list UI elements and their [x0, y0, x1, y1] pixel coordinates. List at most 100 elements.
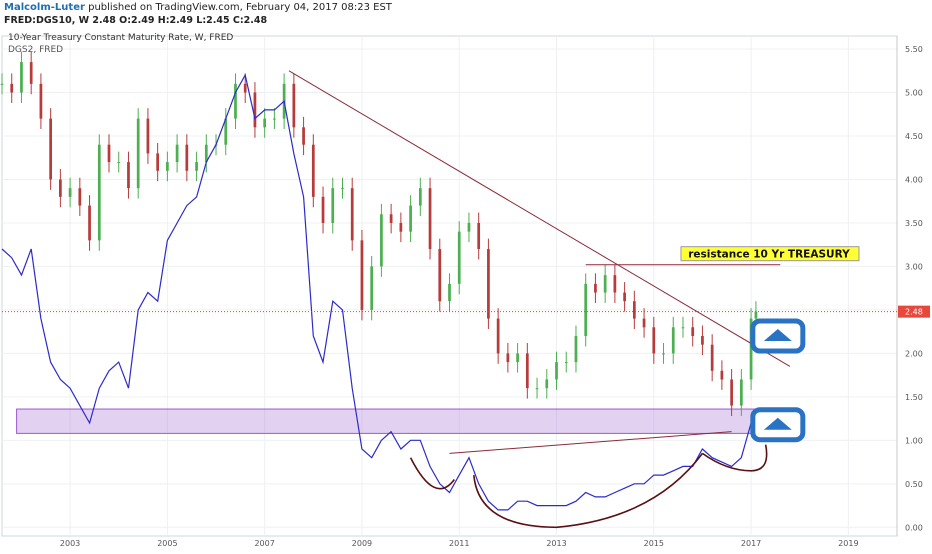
- dgs10-candle: [739, 379, 743, 406]
- dgs10-candle: [662, 353, 665, 355]
- y-tick-label: 1.50: [905, 393, 923, 402]
- dgs10-candle: [302, 127, 305, 145]
- dgs10-candle: [535, 388, 539, 390]
- dgs10-candle: [253, 92, 257, 128]
- y-tick-label: 1.00: [905, 436, 923, 445]
- x-tick-label: 2019: [838, 539, 858, 548]
- last-price-tag: [898, 305, 930, 318]
- x-tick-label: 2017: [741, 539, 761, 548]
- trendline-2yr: [449, 431, 732, 454]
- dgs10-candle: [204, 144, 208, 163]
- up-arrow-icon: [763, 329, 792, 341]
- chart-subtitle: DGS2, FRED: [8, 45, 64, 55]
- dgs10-candle: [380, 214, 383, 267]
- dgs2-line: [1, 73, 757, 511]
- dgs10-candle: [399, 222, 403, 232]
- dgs10-candle: [20, 62, 23, 93]
- dgs10-candle: [555, 362, 558, 380]
- cup-bracket-right: [701, 444, 768, 472]
- dgs10-candle: [749, 318, 753, 380]
- dgs10-candle: [594, 283, 597, 293]
- x-tick-label: 2013: [546, 539, 566, 548]
- dgs10-candle: [224, 118, 228, 145]
- dgs10-candle: [428, 188, 432, 250]
- dgs10-candle: [477, 222, 481, 250]
- y-tick-label: 3.00: [905, 262, 923, 271]
- publish-line: Malcolm-Luter published on TradingView.c…: [4, 2, 392, 13]
- dgs10-candle: [710, 344, 714, 371]
- x-tick-label: 2007: [254, 539, 274, 548]
- dgs10-candle: [613, 275, 617, 293]
- dgs10-candle: [127, 162, 130, 189]
- dgs10-candle: [88, 205, 91, 241]
- cup-bracket-main: [473, 452, 704, 529]
- dgs10-candle: [623, 292, 626, 302]
- dgs10-candle: [671, 327, 675, 354]
- dgs10-candle: [603, 275, 607, 293]
- dgs10-candle: [754, 311, 758, 319]
- y-tick-label: 5.00: [905, 89, 923, 98]
- dgs10-candle: [370, 266, 374, 310]
- dgs10-candle: [0, 83, 4, 85]
- dgs10-candle: [525, 353, 529, 389]
- dgs10-candle: [438, 249, 442, 302]
- dgs10-candle: [720, 370, 724, 380]
- x-tick-label: 2011: [449, 539, 469, 548]
- dgs10-candle: [506, 353, 510, 363]
- dgs10-candle: [263, 118, 267, 128]
- dgs10-candle: [166, 162, 169, 171]
- dgs10-candle: [681, 327, 685, 329]
- y-tick-label: 3.50: [905, 219, 923, 228]
- dgs10-candle: [584, 283, 588, 336]
- dgs10-candle: [117, 162, 121, 164]
- up-arrow-icon: [763, 417, 792, 430]
- dgs10-candle: [691, 327, 695, 336]
- chart-area[interactable]: 5.505.004.504.003.503.002.502.001.501.00…: [0, 28, 932, 550]
- dgs10-candle: [496, 318, 500, 354]
- dgs10-candle: [10, 83, 14, 93]
- dgs10-candle: [97, 144, 101, 241]
- dgs10-candle: [68, 188, 72, 197]
- y-tick-label: 4.50: [905, 132, 923, 141]
- last-price-label: 2.48: [905, 308, 923, 317]
- y-tick-label: 5.50: [905, 45, 923, 54]
- dgs10-candle: [234, 83, 237, 119]
- dgs10-candle: [273, 118, 276, 120]
- dgs10-candle: [516, 353, 519, 363]
- dgs10-candle: [642, 318, 646, 328]
- dgs10-candle: [360, 240, 364, 310]
- y-tick-label: 4.00: [905, 175, 923, 184]
- x-tick-label: 2015: [644, 539, 664, 548]
- dgs10-candle: [243, 83, 247, 93]
- dgs10-candle: [175, 144, 179, 163]
- dgs10-candle: [341, 188, 344, 190]
- chart-svg[interactable]: 5.505.004.504.003.503.002.502.001.501.00…: [0, 28, 932, 550]
- dgs10-candle: [457, 231, 461, 284]
- dgs10-candle: [59, 179, 62, 197]
- dgs10-candle: [418, 188, 422, 206]
- ohlc-readout: FRED:DGS10, W 2.48 O:2.49 H:2.49 L:2.45 …: [4, 15, 268, 26]
- dgs10-candle: [292, 83, 296, 128]
- dgs10-candle: [311, 144, 315, 197]
- x-tick-label: 2003: [60, 539, 80, 548]
- dgs10-candle: [78, 188, 82, 206]
- dgs10-candle: [487, 249, 490, 319]
- dgs10-candle: [652, 327, 656, 354]
- dgs10-candle: [29, 62, 33, 84]
- x-tick-label: 2005: [157, 539, 177, 548]
- trendline-10yr: [288, 70, 791, 367]
- x-tick-label: 2009: [352, 539, 372, 548]
- dgs10-candle: [49, 118, 53, 180]
- dgs10-candle: [730, 379, 733, 406]
- dgs10-candle: [39, 83, 43, 119]
- author-link[interactable]: Malcolm-Luter: [4, 2, 85, 13]
- dgs10-candle: [331, 188, 335, 223]
- dgs10-candle: [389, 214, 393, 223]
- y-tick-label: 2.00: [905, 349, 923, 358]
- dgs10-candle: [350, 188, 354, 241]
- dgs10-candle: [321, 196, 325, 223]
- y-tick-label: 0.50: [905, 480, 923, 489]
- resistance-label: resistance 10 Yr TREASURY: [688, 249, 850, 261]
- dgs10-candle: [467, 222, 471, 232]
- support-band: [16, 408, 801, 434]
